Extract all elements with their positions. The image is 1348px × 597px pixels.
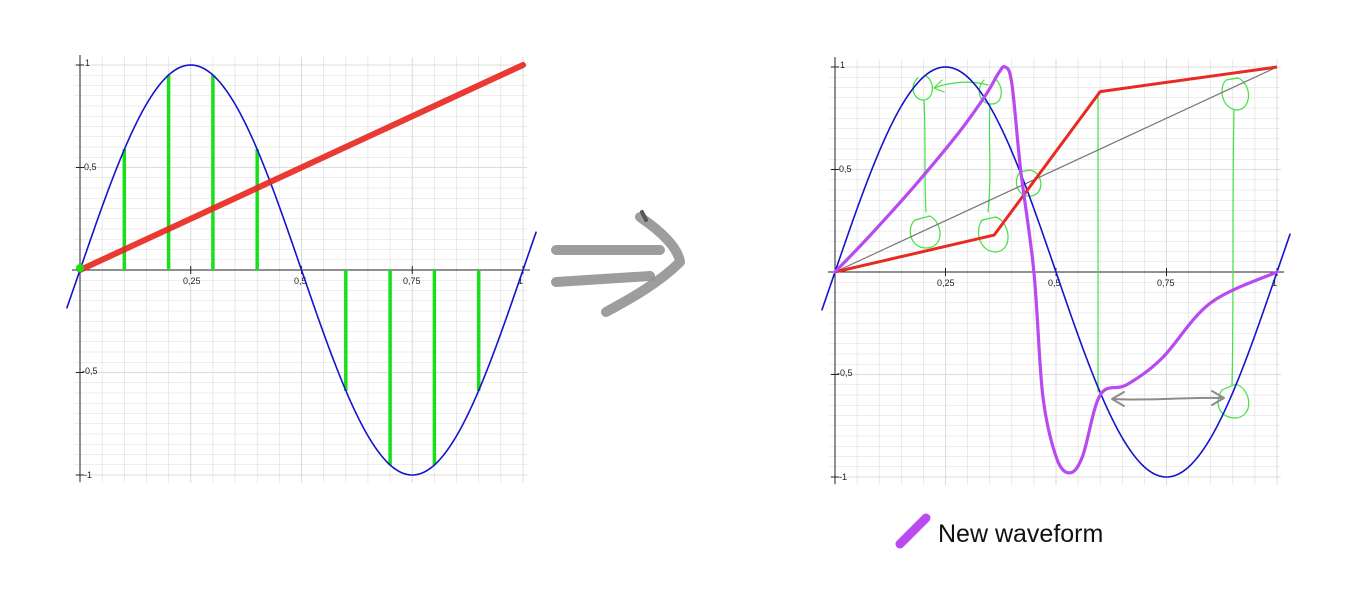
transform-arrow-icon — [551, 210, 685, 317]
x-tick-0.75: 0,75 — [1157, 278, 1175, 288]
right-tick-labels: 1 0,5 -0,5 -1 0,25 0,5 0,75 1 — [837, 60, 1277, 482]
new-waveform-curve — [833, 64, 1279, 475]
x-tick-0.25: 0,25 — [937, 278, 955, 288]
x-tick-0.5: 0,5 — [1048, 278, 1061, 288]
left-plot: 1 0,5 -0,5 -1 0,25 0,5 0,75 1 — [65, 55, 538, 483]
y-tick-0.5: 0,5 — [84, 162, 97, 172]
left-ramp-line — [77, 62, 526, 273]
y-tick-neg-1: -1 — [839, 472, 847, 482]
x-tick-0.5: 0,5 — [294, 276, 307, 286]
legend-label: New waveform — [938, 520, 1103, 548]
y-tick-neg-0.5: -0,5 — [837, 368, 853, 378]
mapping-line-1 — [923, 99, 927, 213]
origin-dot — [76, 264, 84, 272]
mapping-annotations — [909, 75, 1250, 419]
x-tick-0.25: 0,25 — [183, 276, 201, 286]
mapping-loop-3 — [978, 77, 1002, 105]
identity-reference-line — [834, 66, 1278, 273]
mapping-arrow — [933, 79, 989, 93]
warped-phase-line — [834, 65, 1278, 274]
double-arrow-icon — [1111, 390, 1225, 407]
mapping-loop-1 — [912, 75, 933, 101]
mapping-loop-6 — [1221, 77, 1250, 111]
x-tick-1: 1 — [518, 276, 523, 286]
mapping-loop-2 — [909, 215, 941, 249]
left-tick-labels: 1 0,5 -0,5 -1 0,25 0,5 0,75 1 — [82, 58, 523, 480]
y-tick-1: 1 — [85, 58, 90, 68]
mapping-loop-5 — [1015, 169, 1042, 197]
x-tick-1: 1 — [1272, 278, 1277, 288]
x-tick-0.75: 0,75 — [403, 276, 421, 286]
y-tick-1: 1 — [840, 60, 845, 70]
right-plot: 1 0,5 -0,5 -1 0,25 0,5 0,75 1 — [820, 57, 1292, 485]
purple-stroke-icon — [895, 513, 931, 549]
sample-bars — [122, 75, 481, 465]
mapping-line-2 — [987, 103, 991, 213]
right-sine-wave — [820, 66, 1292, 478]
legend: New waveform — [895, 513, 1103, 549]
left-sine-wave — [65, 64, 538, 476]
y-tick-neg-0.5: -0,5 — [82, 366, 98, 376]
y-tick-0.5: 0,5 — [839, 164, 852, 174]
mapping-line-4 — [1231, 109, 1235, 386]
y-tick-neg-1: -1 — [84, 470, 92, 480]
